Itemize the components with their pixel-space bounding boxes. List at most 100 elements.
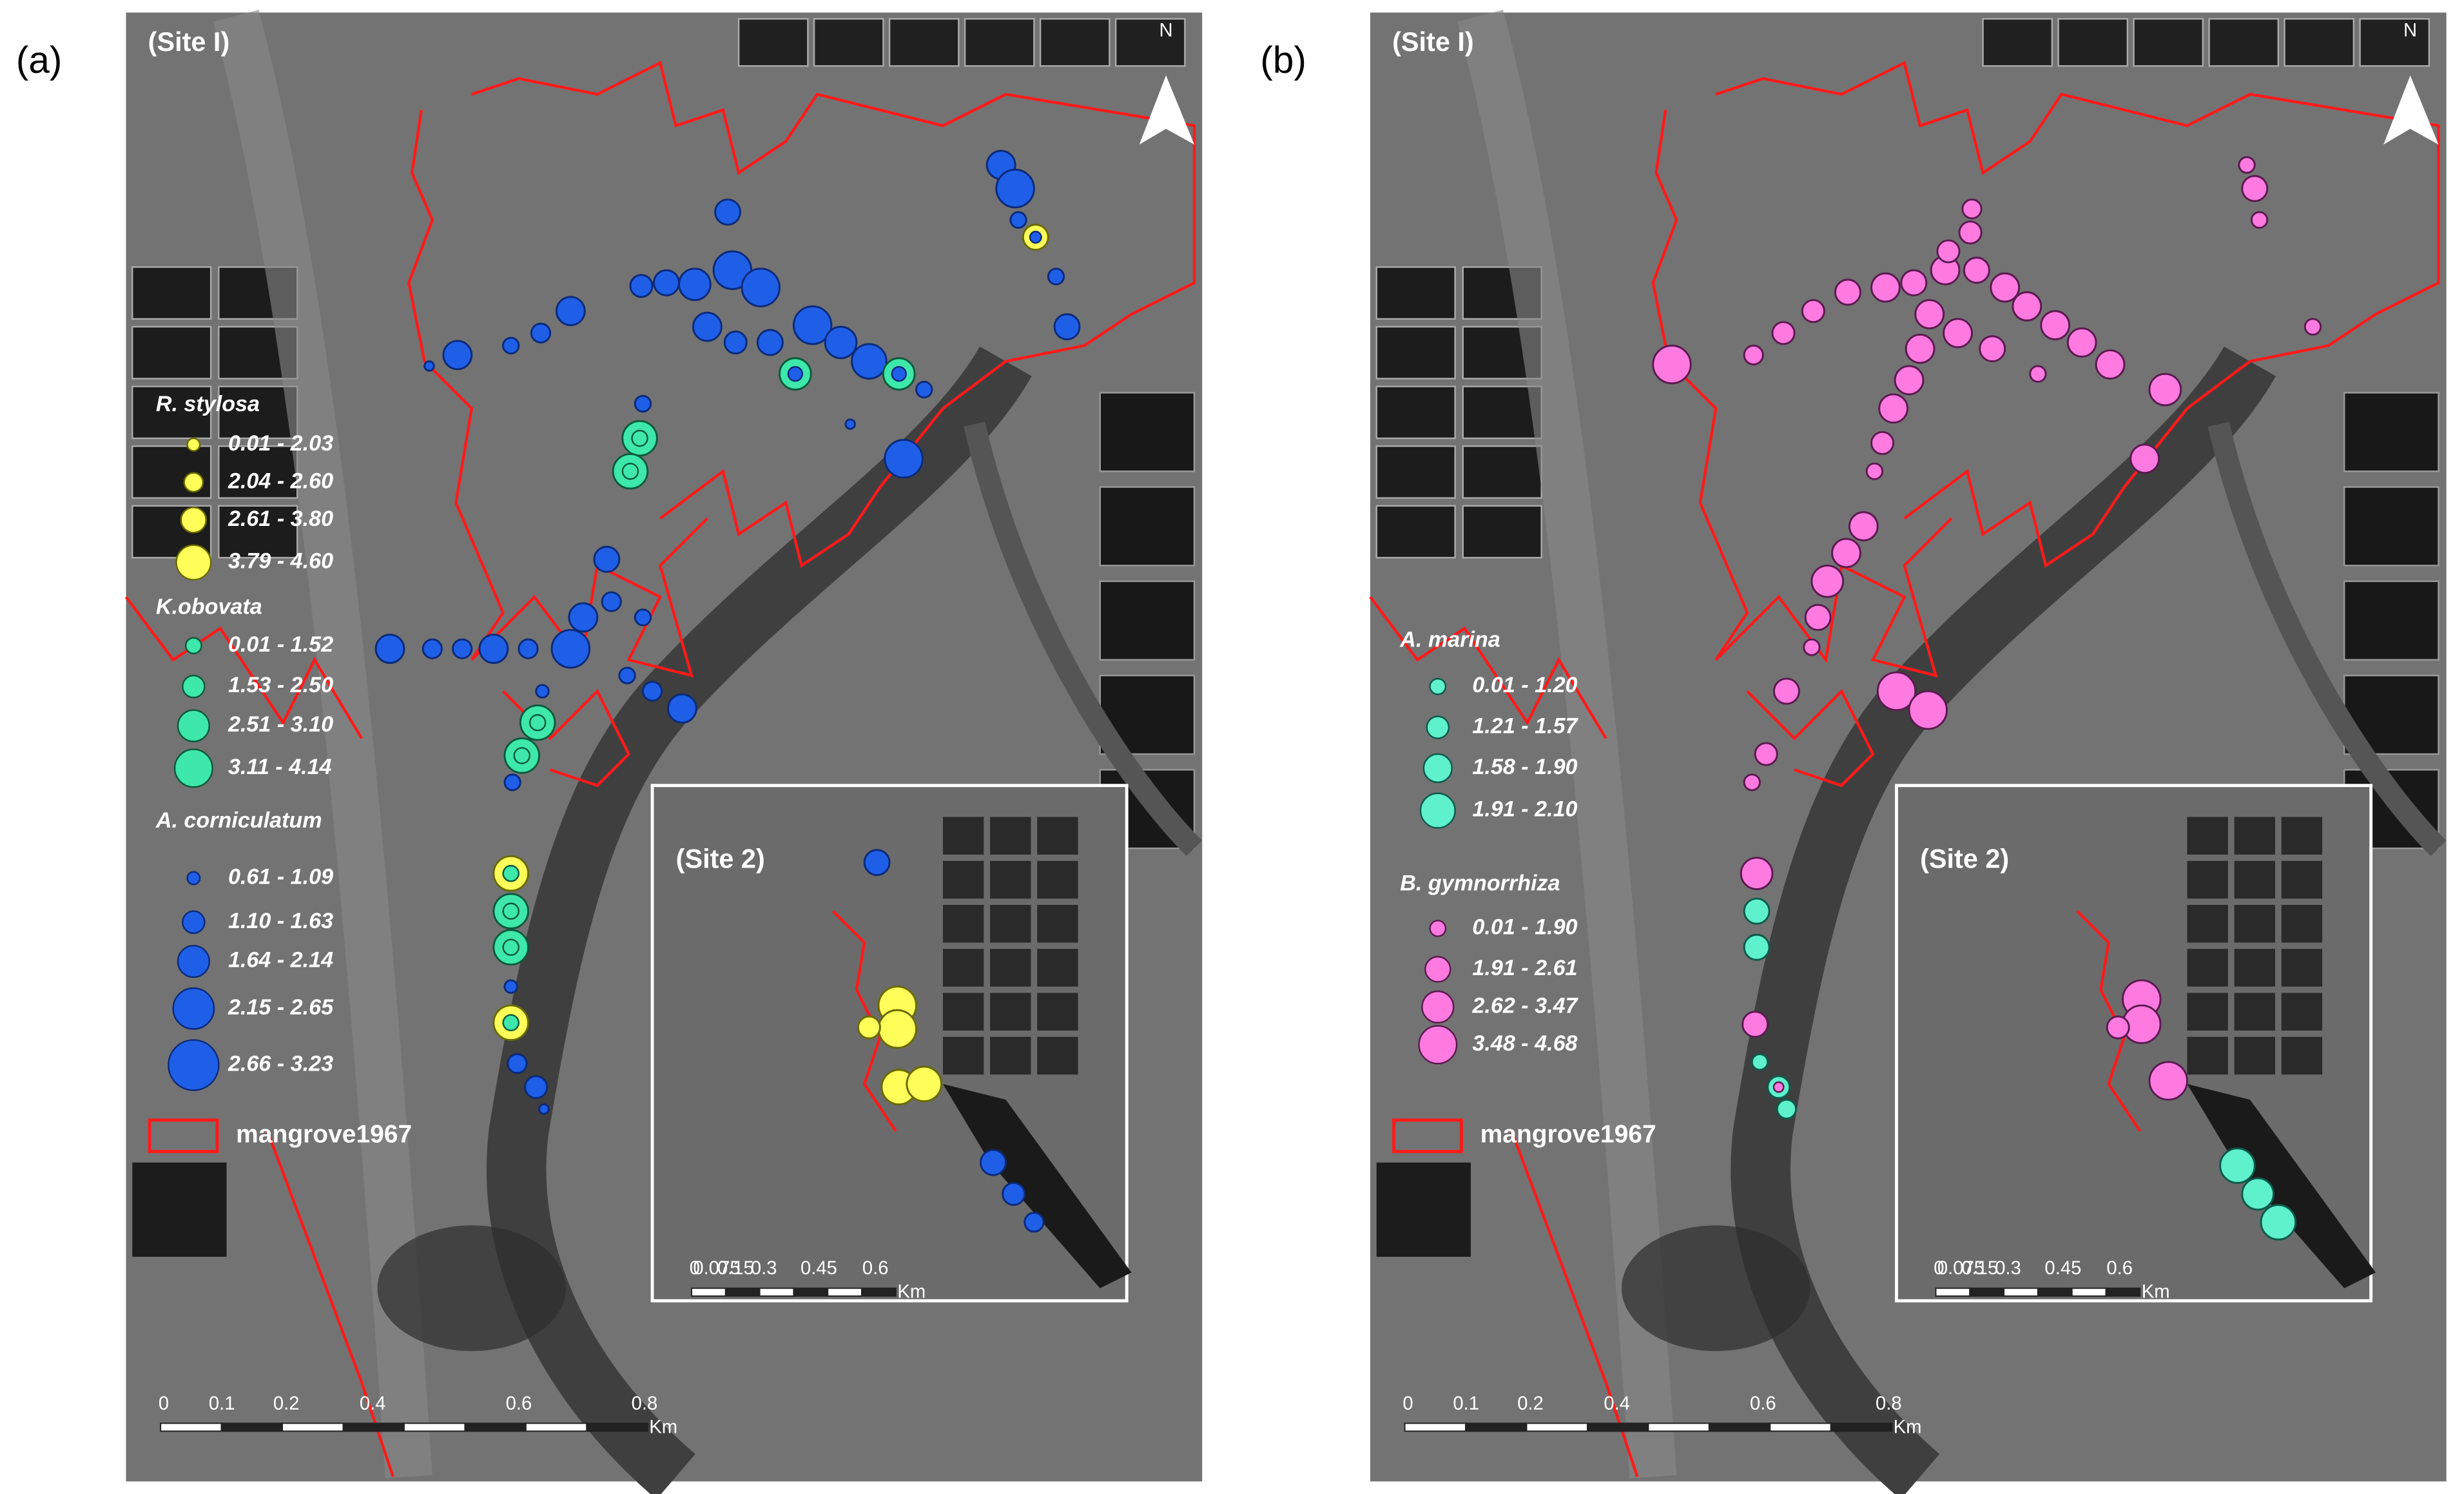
pond: [1375, 505, 1456, 559]
inset-pond: [2281, 1036, 2323, 1075]
sample-point: [374, 634, 405, 665]
pond: [2343, 486, 2440, 567]
sample-point: [863, 849, 891, 877]
inset-pond: [2234, 993, 2275, 1031]
legend-label: 3.79 - 4.60: [228, 549, 333, 574]
pond: [1462, 385, 1542, 440]
sample-point: [884, 439, 924, 479]
inset-pond: [1037, 993, 1078, 1031]
sample-point: [1958, 220, 1983, 245]
sample-point: [723, 330, 748, 354]
inset-pond: [2187, 817, 2228, 855]
sample-point: [1914, 299, 1945, 329]
sample-point: [1870, 431, 1895, 455]
scale-label: 0.6: [506, 1393, 532, 1414]
legend-title: A. corniculatum: [155, 808, 322, 833]
scale-bar-segment: [342, 1422, 405, 1432]
mangrove-1967-outline: [471, 61, 1196, 410]
sample-point: [1772, 677, 1800, 705]
scale-label: 0.6: [862, 1258, 889, 1279]
scale-bar-segment: [827, 1287, 863, 1297]
inset-pond: [2281, 904, 2323, 943]
sample-point: [1900, 269, 1928, 296]
scale-bar-segment: [1526, 1422, 1588, 1432]
legend-label: 0.01 - 1.52: [228, 632, 333, 657]
pond: [1039, 18, 1111, 67]
scale-label: 0.1: [1453, 1393, 1479, 1414]
sample-point: [1743, 897, 1770, 925]
sample-point: [857, 1015, 881, 1040]
scale-label: 0.45: [800, 1258, 837, 1279]
inset-pond: [990, 904, 1031, 943]
legend-symbol: [183, 472, 204, 493]
sample-point: [524, 1075, 548, 1100]
sample-point-inner: [513, 747, 531, 764]
scale-bar-segment: [1404, 1422, 1467, 1432]
legend-label: 1.91 - 2.61: [1472, 956, 1577, 980]
legend-symbol: [1422, 753, 1453, 784]
sample-point: [980, 1149, 1007, 1176]
legend-symbol: [177, 709, 210, 742]
sample-point-inner: [621, 462, 639, 480]
scale-label: 0: [1934, 1258, 1944, 1279]
site-label: (Site I): [1392, 26, 1474, 57]
sample-point-inner: [529, 713, 547, 732]
boundary-symbol: [148, 1118, 219, 1154]
legend-symbol: [1429, 920, 1447, 937]
sample-point-inner: [502, 902, 520, 920]
inset-pond: [990, 817, 1031, 855]
sample-point: [1053, 313, 1081, 340]
legend-label: 1.21 - 1.57: [1472, 714, 1578, 739]
scale-label: 0.4: [1604, 1393, 1630, 1414]
inset-pond: [1037, 904, 1078, 943]
shadow: [377, 1225, 567, 1352]
sample-point: [1865, 462, 1884, 480]
sample-point: [1834, 278, 1861, 306]
legend-label: 3.11 - 4.14: [228, 755, 332, 779]
inset-pond: [2234, 817, 2275, 855]
sample-point: [503, 979, 518, 994]
sample-point: [618, 666, 636, 684]
scale-label: 0.2: [1517, 1393, 1544, 1414]
sample-point: [2040, 310, 2071, 340]
pond: [2343, 392, 2440, 472]
sample-point: [792, 305, 833, 345]
scale-unit: Km: [1894, 1417, 1922, 1437]
sample-point-inner: [631, 429, 648, 447]
sample-point: [824, 325, 858, 360]
pond: [964, 18, 1035, 67]
pond: [131, 266, 212, 320]
pond: [218, 445, 298, 499]
scale-label: 0.6: [1750, 1393, 1776, 1414]
inset-pond: [2187, 1036, 2228, 1075]
legend-label: 1.91 - 2.10: [1472, 797, 1577, 822]
boundary-symbol: [1392, 1118, 1463, 1154]
inset-pond: [2187, 904, 2228, 943]
sample-point: [634, 394, 652, 413]
scale-bar-segment: [2105, 1287, 2141, 1297]
north-arrow: [1139, 75, 1195, 145]
sample-point: [601, 591, 622, 612]
sample-point: [1876, 671, 1917, 712]
scale-label: 0.3: [1995, 1258, 2021, 1279]
scale-bar-segment: [724, 1287, 761, 1297]
legend-label: 0.01 - 2.03: [228, 431, 333, 456]
pond: [218, 505, 298, 559]
sample-point: [1803, 638, 1821, 656]
inset-pond: [1037, 860, 1078, 899]
inset-outline: [2076, 910, 2142, 1132]
inset-pond: [943, 1036, 984, 1075]
inset-pond: [1037, 1036, 1078, 1075]
boundary-label: mangrove1967: [1480, 1121, 1656, 1149]
scale-bar-segment: [525, 1422, 588, 1432]
scale-label: 0.15: [1961, 1258, 1998, 1279]
pond: [1375, 325, 1456, 380]
sample-point: [1002, 1181, 1026, 1206]
scale-label: 0.15: [717, 1258, 754, 1279]
inset-pond: [2234, 1036, 2275, 1075]
sample-point: [1979, 335, 2006, 363]
panel-label: (a): [16, 39, 62, 81]
sample-point: [1047, 267, 1065, 286]
scale-bar-segment: [2003, 1287, 2039, 1297]
north-arrow: [2383, 75, 2439, 145]
